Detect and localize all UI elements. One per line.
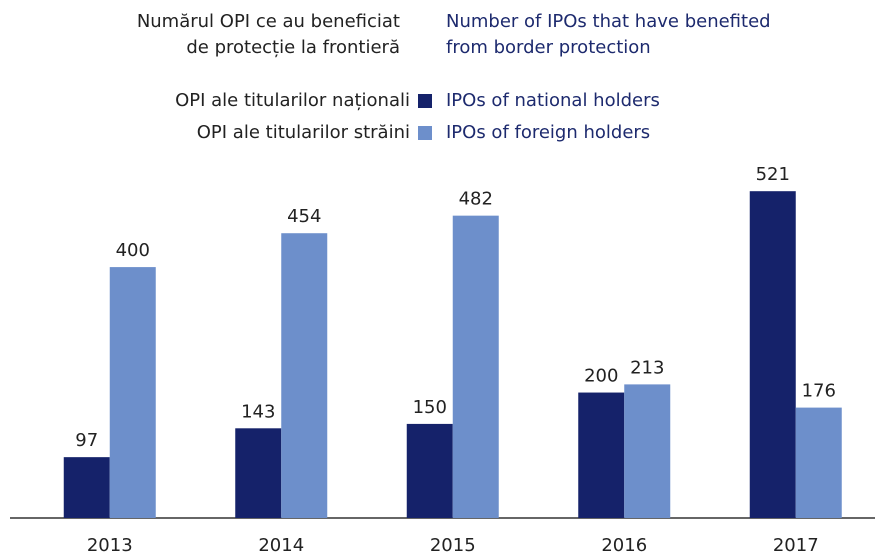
x-tick-label: 2016	[601, 535, 647, 554]
legend-swatch	[418, 94, 432, 108]
title-line: de protecție la frontieră	[186, 37, 400, 58]
x-tick-label: 2014	[258, 535, 304, 554]
bar	[235, 428, 282, 518]
title-line: Numărul OPI ce au beneficiat	[137, 11, 400, 32]
x-tick-label: 2013	[87, 535, 133, 554]
bar	[624, 384, 671, 518]
legend-label-en: IPOs of foreign holders	[446, 122, 650, 143]
value-label: 143	[241, 401, 275, 422]
legend-label: OPI ale titularilor naționali	[175, 90, 410, 111]
value-label: 97	[75, 430, 98, 451]
bar	[63, 457, 110, 518]
title-en-line: Number of IPOs that have benefited	[446, 11, 771, 32]
value-label: 482	[459, 189, 493, 210]
x-tick-label: 2017	[773, 535, 819, 554]
value-label: 454	[287, 206, 321, 227]
legend-swatch	[418, 126, 432, 140]
bar	[109, 267, 156, 518]
value-label: 176	[802, 381, 836, 402]
value-label: 213	[630, 357, 664, 378]
bar	[406, 423, 453, 518]
bar	[749, 191, 796, 518]
bar	[578, 392, 625, 518]
bar	[452, 215, 499, 518]
bar	[281, 233, 328, 518]
value-label: 400	[116, 240, 150, 261]
legend-label-en: IPOs of national holders	[446, 90, 660, 111]
value-label: 150	[413, 397, 447, 418]
value-label: 200	[584, 366, 618, 387]
x-tick-label: 2015	[430, 535, 476, 554]
bar	[795, 407, 842, 518]
legend-label: OPI ale titularilor străini	[197, 122, 410, 143]
title-en-line: from border protection	[446, 37, 651, 58]
value-label: 521	[756, 164, 790, 185]
